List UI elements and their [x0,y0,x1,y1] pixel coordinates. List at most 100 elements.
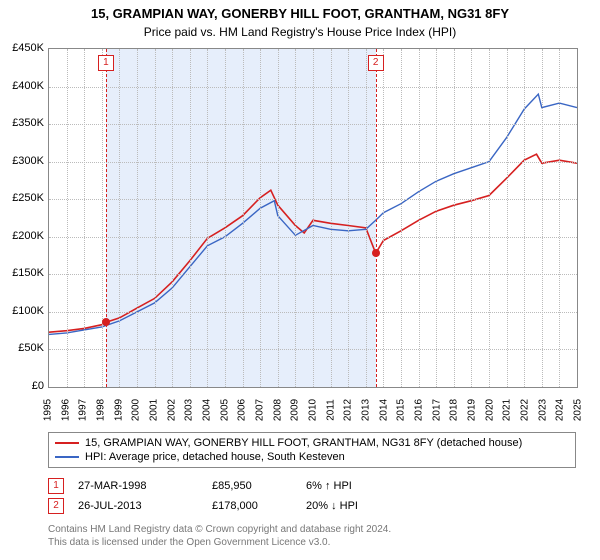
x-gridline [278,49,279,387]
x-gridline [260,49,261,387]
transaction-hpi: 20% ↓ HPI [306,500,406,512]
x-gridline [207,49,208,387]
x-tick-label: 2022 [520,399,531,421]
transaction-date: 27-MAR-1998 [78,480,198,492]
x-gridline [84,49,85,387]
x-gridline [489,49,490,387]
x-tick-label: 2021 [502,399,513,421]
x-tick-label: 2025 [573,399,584,421]
x-gridline [559,49,560,387]
x-tick-label: 2000 [131,399,142,421]
chart-area: 12 [48,48,578,388]
x-tick-label: 2002 [166,399,177,421]
transaction-price: £85,950 [212,480,292,492]
x-gridline [507,49,508,387]
x-gridline [313,49,314,387]
x-tick-label: 1995 [43,399,54,421]
legend-swatch-1 [55,442,79,444]
transaction-date: 26-JUL-2013 [78,500,198,512]
x-gridline [419,49,420,387]
legend-label-2: HPI: Average price, detached house, Sout… [85,451,345,463]
x-gridline [331,49,332,387]
y-tick-label: £150K [0,267,44,279]
x-tick-label: 1997 [78,399,89,421]
legend-item-series-1: 15, GRAMPIAN WAY, GONERBY HILL FOOT, GRA… [55,436,569,450]
x-gridline [137,49,138,387]
x-gridline [436,49,437,387]
x-gridline [295,49,296,387]
marker-point [102,318,110,326]
x-tick-label: 2006 [237,399,248,421]
x-axis-labels: 1995199619971998199920002001200220032004… [48,390,578,430]
chart-subtitle: Price paid vs. HM Land Registry's House … [0,23,600,39]
x-gridline [524,49,525,387]
x-gridline [471,49,472,387]
y-tick-label: £400K [0,80,44,92]
x-tick-label: 1999 [113,399,124,421]
x-gridline [190,49,191,387]
footer: Contains HM Land Registry data © Crown c… [48,524,576,549]
marker-line [106,49,107,387]
x-gridline [383,49,384,387]
x-tick-label: 2015 [396,399,407,421]
marker-line [376,49,377,387]
x-gridline [401,49,402,387]
x-tick-label: 2024 [555,399,566,421]
x-tick-label: 1996 [60,399,71,421]
x-gridline [243,49,244,387]
transaction-table: 1 27-MAR-1998 £85,950 6% ↑ HPI 2 26-JUL-2013 £… [48,476,576,516]
x-tick-label: 2014 [378,399,389,421]
legend-swatch-2 [55,456,79,458]
y-tick-label: £250K [0,192,44,204]
footer-line-1: Contains HM Land Registry data © Crown c… [48,524,576,537]
x-tick-label: 2009 [290,399,301,421]
x-tick-label: 2019 [467,399,478,421]
y-tick-label: £50K [0,342,44,354]
y-tick-label: £300K [0,155,44,167]
transaction-marker: 2 [48,498,64,514]
x-tick-label: 1998 [96,399,107,421]
y-tick-label: £450K [0,42,44,54]
x-gridline [542,49,543,387]
x-tick-label: 2008 [272,399,283,421]
transaction-marker: 1 [48,478,64,494]
y-tick-label: £0 [0,380,44,392]
x-gridline [102,49,103,387]
y-tick-label: £100K [0,305,44,317]
x-gridline [155,49,156,387]
x-tick-label: 2020 [484,399,495,421]
x-tick-label: 2012 [343,399,354,421]
footer-line-2: This data is licensed under the Open Gov… [48,537,576,550]
x-tick-label: 2011 [325,399,336,421]
x-gridline [225,49,226,387]
marker-box: 1 [98,55,114,71]
x-gridline [67,49,68,387]
marker-box: 2 [368,55,384,71]
x-gridline [348,49,349,387]
x-gridline [366,49,367,387]
x-tick-label: 2023 [537,399,548,421]
legend-item-series-2: HPI: Average price, detached house, Sout… [55,450,569,464]
x-tick-label: 2001 [149,399,160,421]
y-tick-label: £200K [0,230,44,242]
x-tick-label: 2017 [431,399,442,421]
legend: 15, GRAMPIAN WAY, GONERBY HILL FOOT, GRA… [48,432,576,468]
legend-label-1: 15, GRAMPIAN WAY, GONERBY HILL FOOT, GRA… [85,437,522,449]
y-tick-label: £350K [0,117,44,129]
marker-point [372,249,380,257]
transaction-price: £178,000 [212,500,292,512]
x-gridline [172,49,173,387]
transaction-row: 2 26-JUL-2013 £178,000 20% ↓ HPI [48,496,576,516]
container: 15, GRAMPIAN WAY, GONERBY HILL FOOT, GRA… [0,0,600,560]
transaction-hpi: 6% ↑ HPI [306,480,406,492]
x-gridline [454,49,455,387]
chart-title: 15, GRAMPIAN WAY, GONERBY HILL FOOT, GRA… [0,0,600,23]
x-tick-label: 2013 [361,399,372,421]
x-tick-label: 2004 [202,399,213,421]
x-tick-label: 2016 [414,399,425,421]
x-tick-label: 2003 [184,399,195,421]
x-tick-label: 2007 [255,399,266,421]
x-tick-label: 2018 [449,399,460,421]
x-tick-label: 2005 [219,399,230,421]
transaction-row: 1 27-MAR-1998 £85,950 6% ↑ HPI [48,476,576,496]
